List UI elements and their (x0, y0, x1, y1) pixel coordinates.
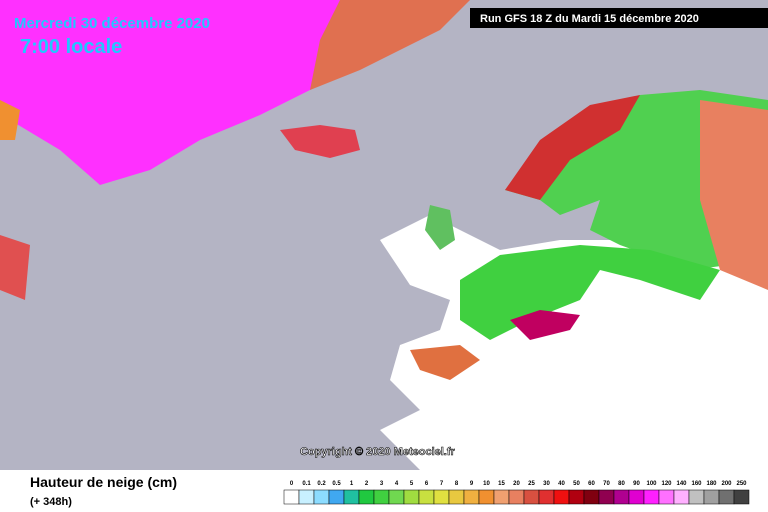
legend-label: 10 (483, 481, 490, 487)
time-text: 7:00 locale (20, 36, 122, 58)
legend-label: 100 (646, 481, 657, 487)
legend-swatch (538, 489, 555, 505)
legend-label: 40 (558, 481, 565, 487)
legend-swatch (313, 489, 330, 505)
legend-label: 120 (661, 481, 672, 487)
legend-swatch (433, 489, 450, 505)
legend-label: 8 (455, 481, 459, 487)
legend-swatch (403, 489, 420, 505)
footer-title: Hauteur de neige (cm) (30, 474, 177, 490)
norway-mountains (505, 95, 640, 200)
legend-swatch (613, 489, 630, 505)
legend-swatch (373, 489, 390, 505)
legend-swatch (358, 489, 375, 505)
legend-swatch (658, 489, 675, 505)
legend-swatch (628, 489, 645, 505)
legend-label: 1 (350, 481, 354, 487)
legend-swatch (388, 489, 405, 505)
legend-swatch (343, 489, 360, 505)
legend-swatch (703, 489, 720, 505)
legend-label: 90 (633, 481, 640, 487)
legend-label: 80 (618, 481, 625, 487)
legend-label: 160 (691, 481, 702, 487)
alps (510, 310, 580, 340)
legend-label: 2 (365, 481, 369, 487)
legend-swatch (478, 489, 495, 505)
legend-label: 30 (543, 481, 550, 487)
legend-label: 3 (380, 481, 384, 487)
legend-label: 20 (513, 481, 520, 487)
legend-label: 15 (498, 481, 505, 487)
legend-swatch (583, 489, 600, 505)
greenland-edge (0, 100, 20, 140)
iceland (280, 125, 360, 158)
legend-swatch (688, 489, 705, 505)
russia-snow (700, 100, 768, 290)
legend-swatch (718, 489, 735, 505)
legend-swatch (673, 489, 690, 505)
legend-label: 6 (425, 481, 429, 487)
legend-swatch (328, 489, 345, 505)
footer-lead: (+ 348h) (30, 496, 72, 508)
legend-swatch (448, 489, 465, 505)
legend-label: 25 (528, 481, 535, 487)
legend-swatch (508, 489, 525, 505)
legend-label: 60 (588, 481, 595, 487)
legend-swatch (568, 489, 585, 505)
date-text: Mercredi 30 décembre 2020 (14, 15, 210, 32)
legend-label: 0.2 (317, 481, 326, 487)
legend-swatch (598, 489, 615, 505)
scotland (425, 205, 455, 250)
legend-label: 140 (676, 481, 687, 487)
legend-swatch (523, 489, 540, 505)
legend-swatch (418, 489, 435, 505)
legend-swatch (493, 489, 510, 505)
legend-label: 250 (736, 481, 747, 487)
legend-label: 180 (706, 481, 717, 487)
labrador (0, 235, 30, 300)
legend-label: 4 (395, 481, 399, 487)
run-box (470, 8, 768, 28)
legend-swatch (643, 489, 660, 505)
legend-swatch (733, 489, 750, 505)
legend-label: 50 (573, 481, 580, 487)
legend-swatch (463, 489, 480, 505)
run-text: Run GFS 18 Z du Mardi 15 décembre 2020 (480, 13, 699, 25)
legend-swatch (283, 489, 300, 505)
greenland-coast (310, 0, 470, 90)
legend-label: 0.5 (332, 481, 341, 487)
legend-label: 7 (440, 481, 444, 487)
legend-label: 70 (603, 481, 610, 487)
legend-label: 9 (470, 481, 474, 487)
legend-label: 0.1 (302, 481, 311, 487)
copyright: Copyright © 2020 Meteociel.fr (300, 446, 456, 458)
legend-label: 200 (721, 481, 732, 487)
legend-label: 5 (410, 481, 414, 487)
legend-swatch (553, 489, 570, 505)
pyrenees-spain (410, 345, 480, 380)
legend-label: 0 (290, 481, 294, 487)
legend-swatch (298, 489, 315, 505)
